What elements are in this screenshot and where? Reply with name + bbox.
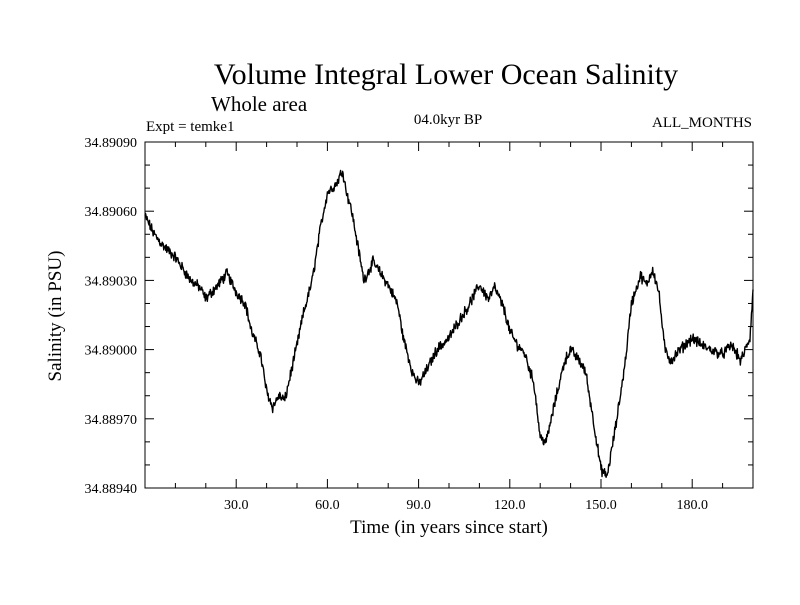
- chart-title: Volume Integral Lower Ocean Salinity: [214, 58, 678, 91]
- months-label: ALL_MONTHS: [652, 115, 752, 131]
- x-axis: 30.0 60.0 90.0 120.0 150.0 180.0: [174, 142, 724, 513]
- x-tick-label: 60.0: [315, 498, 340, 513]
- x-tick-label: 90.0: [406, 498, 431, 513]
- y-tick-label: 34.88970: [85, 413, 138, 428]
- chart-subtitle: Whole area: [211, 92, 308, 116]
- x-tick-label: 30.0: [224, 498, 249, 513]
- y-tick-label: 34.89060: [85, 205, 138, 220]
- x-axis-title: Time (in years since start): [350, 517, 548, 538]
- expt-label: Expt = temke1: [146, 119, 234, 135]
- x-tick-label: 180.0: [676, 498, 708, 513]
- y-tick-label: 34.89090: [85, 136, 138, 151]
- y-axis-title: Salinity (in PSU): [45, 251, 66, 382]
- y-tick-label: 34.88940: [85, 482, 138, 497]
- period-label: 04.0kyr BP: [414, 112, 482, 128]
- y-axis: 34.88940 34.88970 34.89000 34.89030 34.89060…: [85, 136, 753, 497]
- y-tick-label: 34.89000: [85, 344, 138, 359]
- salinity-series-line: [144, 169, 754, 478]
- x-tick-label: 150.0: [585, 498, 617, 513]
- x-tick-label: 120.0: [494, 498, 526, 513]
- y-tick-label: 34.89030: [85, 274, 138, 289]
